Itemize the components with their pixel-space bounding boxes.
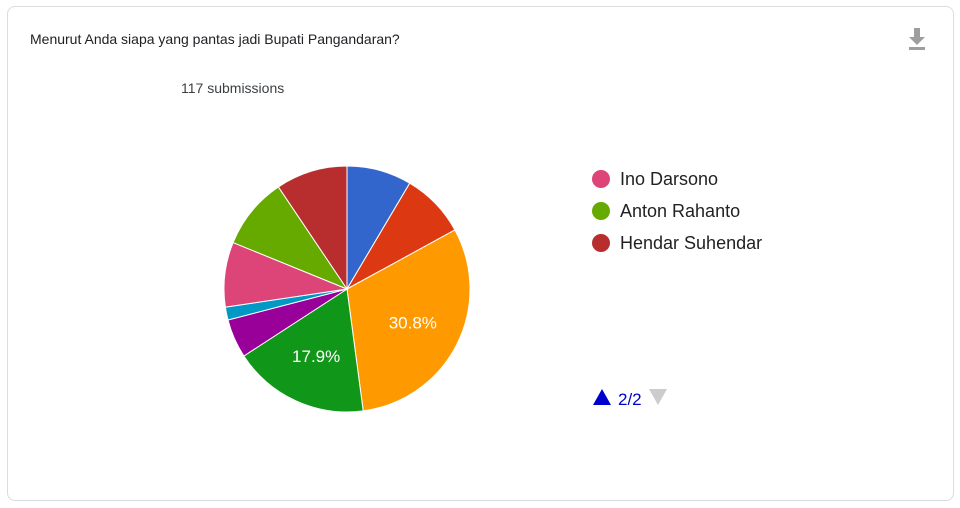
page-up-icon[interactable] <box>592 388 612 411</box>
legend-pager: 2/2 <box>592 388 668 411</box>
legend-label: Ino Darsono <box>620 168 719 189</box>
legend-item: Anton Rahanto <box>592 195 762 227</box>
legend-item: Hendar Suhendar <box>592 227 762 259</box>
pie-slice <box>346 229 471 412</box>
legend-marker <box>592 234 610 252</box>
legend-label: Hendar Suhendar <box>620 232 763 253</box>
submission-count: 117 submissions <box>181 80 285 96</box>
legend-marker <box>592 202 610 220</box>
pie-slice <box>243 288 364 413</box>
legend-item: Ino Darsono <box>592 163 762 195</box>
pie-slice <box>277 165 348 291</box>
download-icon[interactable] <box>906 26 928 52</box>
legend: Ino Darsono Anton Rahanto Hendar Suhenda… <box>592 163 762 259</box>
question-title: Menurut Anda siapa yang pantas jadi Bupa… <box>30 31 400 47</box>
legend-label: Anton Rahanto <box>620 200 741 221</box>
legend-marker <box>592 170 610 188</box>
slice-data-label: 30.8% <box>389 313 437 332</box>
page-down-icon[interactable] <box>648 388 668 411</box>
page-indicator: 2/2 <box>618 389 642 409</box>
chart-card <box>7 6 954 501</box>
slice-data-label: 17.9% <box>292 347 340 366</box>
